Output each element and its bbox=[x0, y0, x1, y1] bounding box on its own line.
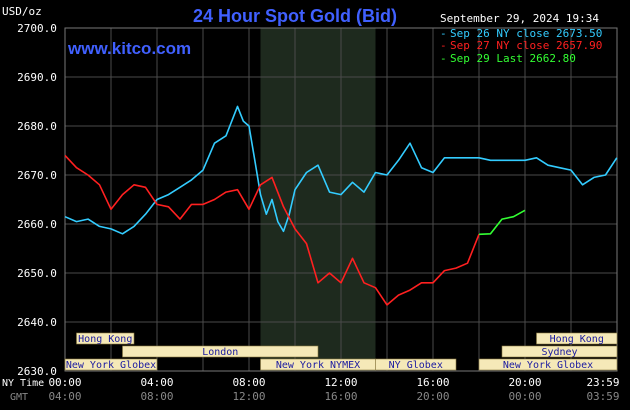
x-tick-ny: 00:00 bbox=[48, 376, 81, 389]
x-tick-gmt: 20:00 bbox=[416, 390, 449, 403]
session-label: New York NYMEX bbox=[276, 360, 360, 371]
x-axis-ny-label: NY Time bbox=[2, 378, 44, 389]
x-tick-ny: 04:00 bbox=[140, 376, 173, 389]
session-bar bbox=[76, 332, 135, 345]
legend-dash-1: - bbox=[440, 27, 447, 40]
session-bar bbox=[64, 358, 158, 371]
y-tick-label: 2630.0 bbox=[17, 365, 57, 378]
nymex-band-layer bbox=[260, 28, 376, 371]
plot-frame bbox=[64, 27, 618, 372]
session-label: London bbox=[202, 347, 238, 358]
session-label: New York Globex bbox=[66, 360, 156, 371]
session-label: NY Globex bbox=[389, 360, 443, 371]
legend-series-2: Sep 27 NY close 2657.90 bbox=[450, 39, 602, 52]
x-axis-ticks: 00:00 04:00 08:00 12:00 16:00 20:00 23:5904:00… bbox=[48, 376, 619, 403]
price-series bbox=[64, 105, 618, 306]
session-label: Hong Kong bbox=[550, 334, 604, 345]
legend-series-1: Sep 26 NY close 2673.50 bbox=[450, 27, 602, 40]
series-line-1 bbox=[64, 105, 618, 235]
x-tick-gmt: 04:00 bbox=[48, 390, 81, 403]
x-tick-gmt: 03:59 bbox=[586, 390, 619, 403]
session-bar bbox=[501, 345, 618, 358]
x-tick-ny: 23:59 bbox=[586, 376, 619, 389]
session-bar bbox=[478, 358, 618, 371]
chart-title: 24 Hour Spot Gold (Bid) bbox=[193, 6, 397, 26]
x-axis-gmt-label: GMT bbox=[10, 392, 28, 403]
session-bar bbox=[375, 358, 457, 371]
x-tick-ny: 16:00 bbox=[416, 376, 449, 389]
nymex-band bbox=[260, 28, 376, 371]
session-label: Hong Kong bbox=[78, 334, 132, 345]
session-bar bbox=[122, 345, 319, 358]
y-tick-label: 2660.0 bbox=[17, 218, 57, 231]
legend-dash-3: - bbox=[440, 52, 447, 65]
series-line-3 bbox=[478, 209, 526, 236]
y-tick-label: 2690.0 bbox=[17, 71, 57, 84]
y-axis-unit: USD/oz bbox=[2, 5, 42, 18]
x-tick-gmt: 00:00 bbox=[508, 390, 541, 403]
y-tick-label: 2700.0 bbox=[17, 22, 57, 35]
session-label: Sydney bbox=[541, 347, 577, 358]
y-tick-label: 2650.0 bbox=[17, 267, 57, 280]
legend-series-3: Sep 29 Last 2662.80 bbox=[450, 52, 576, 65]
x-tick-gmt: 16:00 bbox=[324, 390, 357, 403]
site-watermark: www.kitco.com bbox=[67, 39, 191, 58]
market-sessions: Hong Kong London New York Globex New York N… bbox=[64, 332, 618, 371]
x-tick-ny: 12:00 bbox=[324, 376, 357, 389]
series-line-2 bbox=[64, 154, 480, 306]
session-label: New York Globex bbox=[503, 360, 593, 371]
y-tick-label: 2680.0 bbox=[17, 120, 57, 133]
legend: Sep 26 NY close 2673.50 Sep 27 NY close … bbox=[440, 27, 602, 65]
chart-datetime: September 29, 2024 19:34 bbox=[440, 12, 599, 25]
legend-dash-2: - bbox=[440, 39, 447, 52]
x-tick-ny: 08:00 bbox=[232, 376, 265, 389]
x-tick-ny: 20:00 bbox=[508, 376, 541, 389]
session-bar bbox=[536, 332, 618, 345]
y-tick-label: 2640.0 bbox=[17, 316, 57, 329]
y-axis-ticks: 2700.0 2690.0 2680.0 2670.0 2660.0 2650.0 2640… bbox=[17, 22, 57, 378]
x-tick-gmt: 08:00 bbox=[140, 390, 173, 403]
x-tick-gmt: 12:00 bbox=[232, 390, 265, 403]
y-tick-label: 2670.0 bbox=[17, 169, 57, 182]
